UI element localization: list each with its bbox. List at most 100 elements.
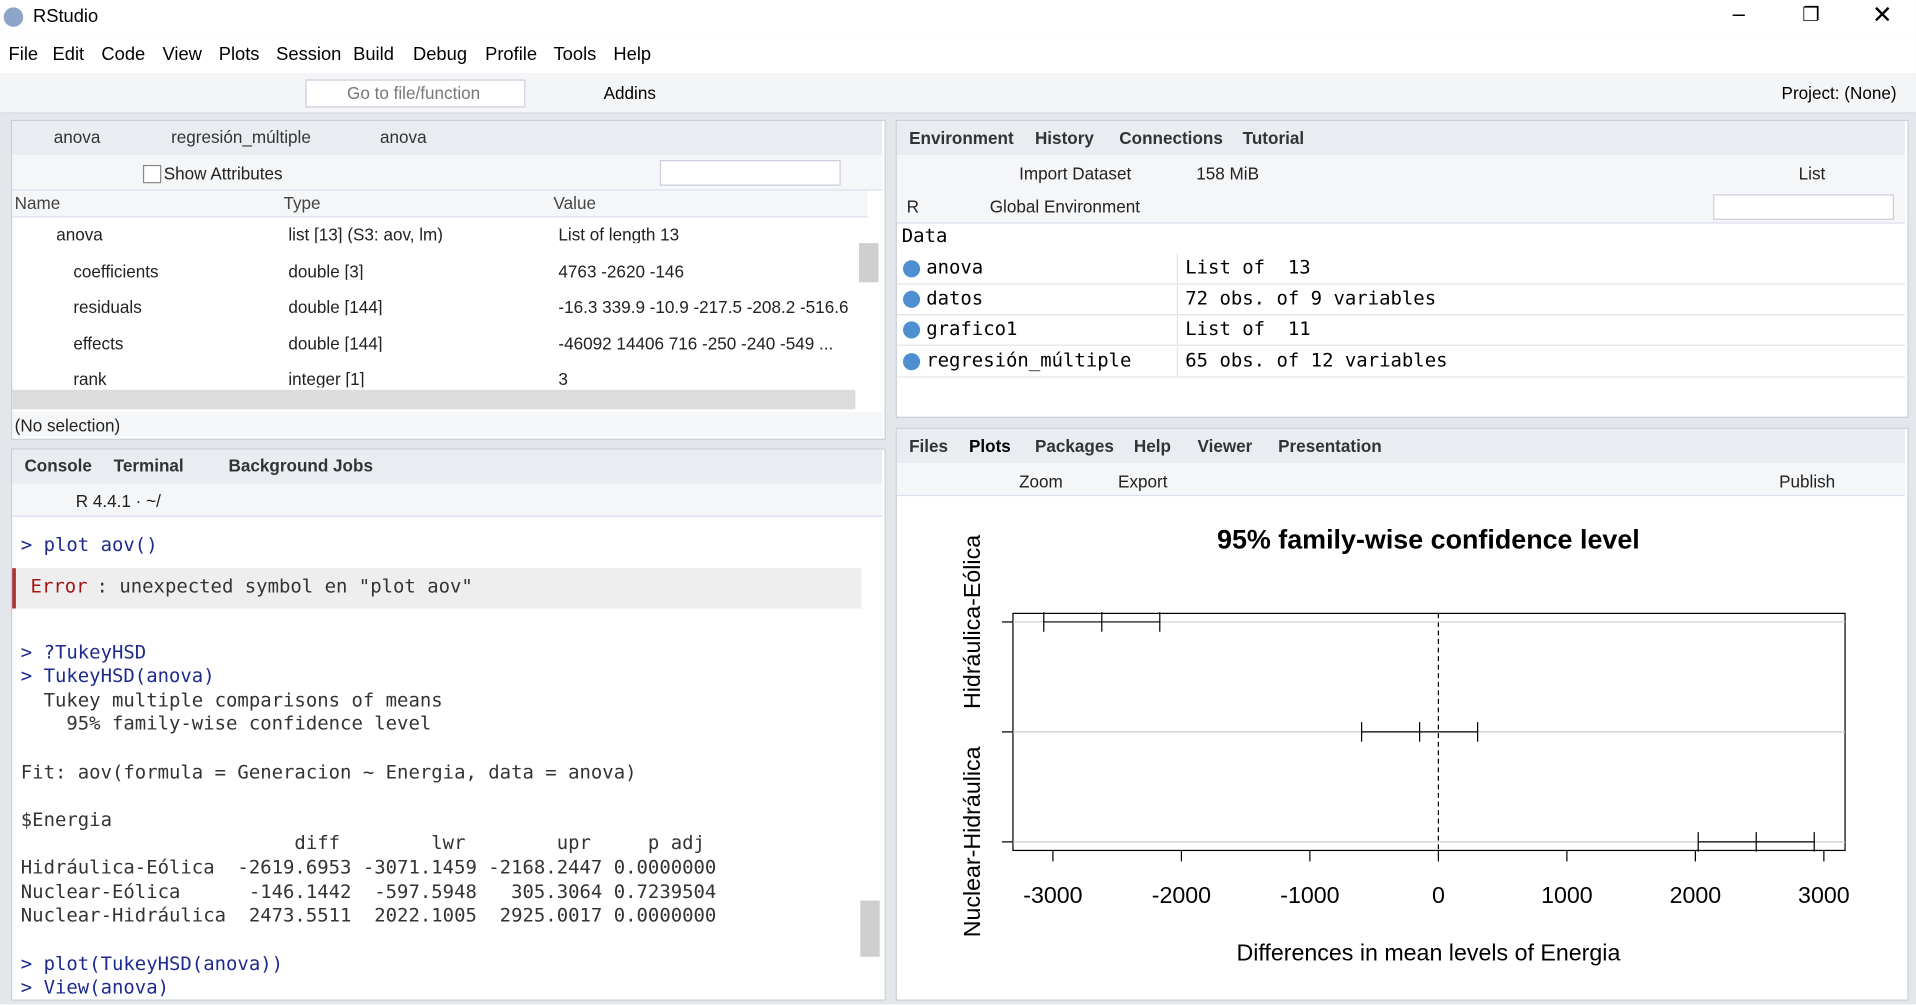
export[interactable]: Export [1118,471,1168,492]
files-tab[interactable]: Help [1133,436,1172,456]
menu-item[interactable]: Help [613,43,652,65]
console-tab[interactable]: Console [24,455,92,476]
files-tab[interactable]: Presentation [1278,436,1382,456]
show-attributes[interactable]: Show Attributes [163,163,283,184]
console-pane [10,448,886,1001]
menu-item[interactable]: Edit [52,43,85,65]
row-name: rank [73,370,107,388]
row-name: coefficients [73,262,159,280]
expand-icon[interactable] [902,260,921,278]
env-tab[interactable]: Environment [909,128,1014,148]
menu-item[interactable]: Plots [218,43,260,65]
go-to-box[interactable] [305,79,526,108]
plot-toolbar [896,463,1905,497]
files-tab[interactable]: Files [909,436,949,456]
console-line: Hidráulica-Eólica -2619.6953 -3071.1459 … [20,856,717,879]
files-tab[interactable]: Plots [968,436,1011,456]
row-value: -16.3 339.9 -10.9 -217.5 -208.2 -516.6 [558,298,849,316]
checkbox[interactable] [142,164,162,184]
menu-item[interactable]: Profile [485,43,538,65]
col-sep [1176,284,1178,315]
window-title: RStudio [32,6,99,27]
env-name: anova [926,256,984,279]
column-header: Value [553,193,597,213]
console-line: Nuclear-Eólica -146.1442 -597.5948 305.3… [20,880,717,903]
source-tab[interactable]: anova [380,127,427,147]
language[interactable]: R [906,196,920,217]
files-tab[interactable]: Packages [1034,436,1114,456]
row-value: List of length 13 [558,226,680,244]
menu-bar [0,34,1916,74]
h-scrollbar [12,389,856,410]
column-header [12,190,868,218]
row-type: integer [1] [288,370,365,388]
console-toolbar [12,483,883,517]
tab-strip [12,120,883,156]
menu-item[interactable]: View [162,43,202,65]
r-version: R 4.4.1 · ~/ [75,491,161,511]
console-tab[interactable]: Background Jobs [228,455,373,476]
menu-item[interactable]: Session [276,43,342,65]
search[interactable] [1713,194,1894,220]
console-line: > plot aov() [20,533,158,556]
row-type: list [13] (S3: aov, lm) [288,226,444,244]
env-name: datos [926,287,984,310]
section: Data [901,224,948,247]
memory[interactable]: 158 MiB [1196,163,1259,184]
tab-strip [12,449,883,484]
env-row[interactable] [896,315,1905,346]
source-tab[interactable]: regresión_múltiple [171,127,311,147]
menu-item[interactable]: Tools [553,43,597,65]
env-row[interactable] [896,285,1905,316]
title-bar [0,0,1916,35]
column-header: Name [14,193,61,213]
env-toolbar [896,155,1905,190]
console-line: $Energia [20,808,112,831]
env-value: 65 obs. of 12 variables [1185,349,1448,372]
env-name: regresión_múltiple [926,349,1132,372]
tab-strip [896,120,1905,156]
expand-icon[interactable] [902,353,921,371]
go-to[interactable]: Go to file/function [347,83,481,103]
search[interactable] [659,160,841,186]
files-tab[interactable]: Viewer [1197,436,1253,456]
console-line: Tukey multiple comparisons of means [20,689,443,712]
console-line: > View(anova) [20,976,170,999]
expand-icon[interactable] [902,321,921,339]
status: (No selection) [14,415,121,435]
console-line: > TukeyHSD(anova) [20,664,215,687]
source-tab[interactable]: anova [53,127,101,147]
console-line: diff lwr upr p adj [20,832,705,855]
col-sep [1176,254,1178,284]
project[interactable]: Project: (None) [1781,83,1897,103]
minimize[interactable]: – [1732,1,1745,26]
view-mode[interactable]: List [1798,163,1826,184]
env-tab[interactable]: Tutorial [1242,128,1305,148]
expand-icon[interactable] [902,290,921,308]
console-tab[interactable]: Terminal [113,455,184,476]
environment[interactable]: Global Environment [989,196,1140,217]
env-row[interactable] [896,347,1905,378]
env-tab[interactable]: History [1034,128,1094,148]
addins[interactable]: Addins [603,83,656,103]
close[interactable]: ✕ [1871,2,1893,30]
files-pane [895,427,1909,1001]
import-dataset[interactable]: Import Dataset [1019,163,1132,184]
env-name: grafico1 [926,317,1018,340]
env-tab[interactable]: Connections [1119,128,1223,148]
row-value: -46092 14406 716 -250 -240 -549 ... [558,334,834,352]
menu-item[interactable]: Code [101,43,146,65]
col-sep [1176,347,1178,377]
zoom[interactable]: Zoom [1019,471,1063,492]
column-header: Type [283,193,321,213]
restore[interactable]: ❐ [1802,4,1820,26]
row-name: residuals [73,298,142,316]
publish[interactable]: Publish [1779,471,1836,492]
menu-item[interactable]: Build [353,43,394,65]
env-row[interactable] [896,254,1905,285]
menu-item[interactable]: File [8,43,39,65]
menu-item[interactable]: Debug [413,43,468,65]
env-value: List of 13 [1185,256,1311,279]
status-bar [12,411,883,437]
